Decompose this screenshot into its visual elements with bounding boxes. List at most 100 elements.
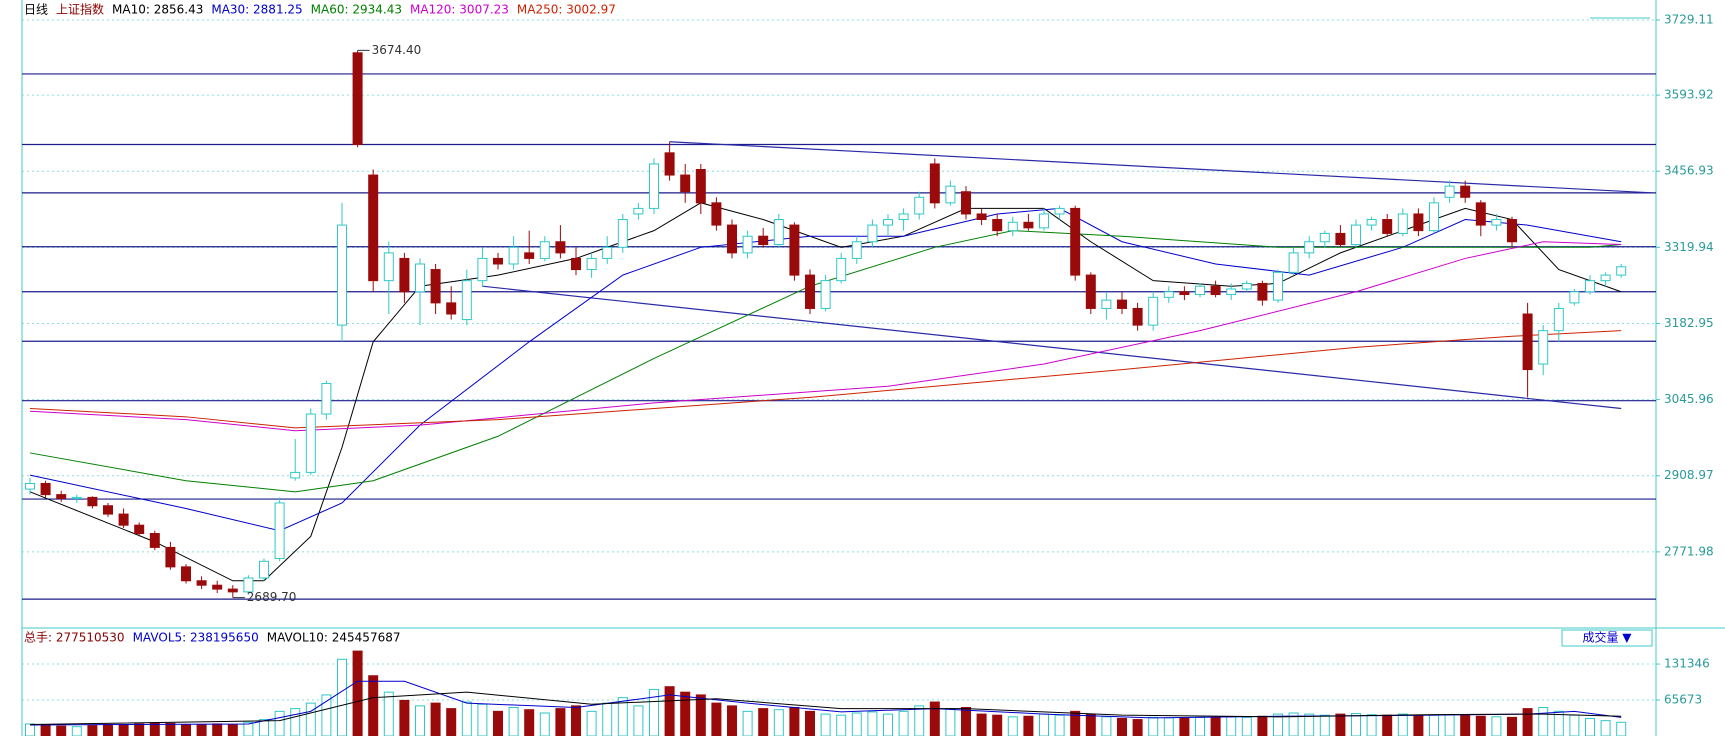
candle-body: [1257, 282, 1268, 301]
candle-body: [1351, 224, 1361, 246]
y-tick-label: 3182.95: [1664, 316, 1714, 330]
volume-bar: [898, 710, 909, 736]
volume-bar: [867, 711, 878, 736]
candle-body: [711, 202, 722, 226]
header-label: 上证指数: [56, 2, 104, 17]
candle-body: [493, 257, 503, 265]
candle-body: [898, 213, 909, 221]
candle-body: [1288, 252, 1299, 273]
candle-body: [680, 174, 691, 193]
candle-body: [633, 207, 644, 215]
volume-bar: [1039, 713, 1049, 736]
volume-bar: [1429, 714, 1439, 736]
candle-body: [71, 496, 82, 500]
candle-body: [742, 235, 753, 254]
extreme-label: 2689.70: [247, 590, 297, 604]
candle-body: [196, 580, 207, 586]
y-tick-label: 3729.11: [1664, 12, 1714, 26]
volume-bar: [259, 719, 269, 736]
header-label: MA250: 3002.97: [517, 3, 616, 17]
moving-average-line: [29, 330, 1622, 429]
volume-bar: [695, 694, 706, 736]
candle-body: [165, 546, 176, 568]
volume-bar: [805, 710, 815, 736]
volume-bar: [1054, 714, 1065, 736]
volume-bar: [929, 701, 940, 736]
candle-body: [1569, 291, 1580, 304]
volume-bar: [571, 705, 581, 736]
volume-bar: [1007, 716, 1018, 736]
volume-bar: [1117, 717, 1127, 736]
candle-body: [758, 235, 769, 246]
candle-body: [1553, 307, 1564, 332]
moving-average-line: [29, 230, 1622, 493]
volume-bar: [181, 723, 191, 736]
candle-body: [337, 224, 347, 326]
candle-body: [1226, 288, 1237, 296]
header-label: 总手: 277510530: [24, 631, 125, 645]
volume-bar: [1585, 717, 1595, 736]
volume-bar: [1382, 714, 1393, 736]
volume-bar: [1413, 715, 1424, 736]
y-tick-label: 65673: [1664, 693, 1702, 707]
candle-body: [305, 413, 316, 473]
candle-body: [695, 169, 706, 204]
volume-bar: [617, 697, 628, 736]
candle-body: [1413, 213, 1424, 232]
volume-bar: [773, 709, 784, 736]
volume-bar: [1288, 712, 1299, 736]
candle-body: [1429, 202, 1439, 232]
y-tick-label: 3319.94: [1664, 240, 1714, 254]
volume-bar: [1210, 717, 1221, 736]
volume-bar: [555, 708, 566, 736]
candle-body: [1179, 291, 1190, 296]
volume-bar: [134, 723, 145, 736]
candle-body: [992, 219, 1003, 232]
candle-body: [727, 224, 737, 254]
volume-bar: [1522, 708, 1533, 736]
candle-body: [664, 152, 675, 176]
volume-button-label[interactable]: 成交量 ▼: [1582, 630, 1632, 645]
candle-body: [961, 191, 971, 215]
candle-body: [461, 280, 472, 321]
candle-body: [1304, 241, 1315, 254]
volume-bar: [508, 707, 519, 736]
volume-bar: [789, 707, 800, 736]
volume-bar: [992, 714, 1003, 736]
candle-body: [118, 513, 129, 526]
candle-body: [649, 163, 659, 209]
volume-bar: [883, 713, 893, 736]
candle-body: [212, 584, 223, 590]
y-tick-label: 2771.98: [1664, 544, 1714, 558]
candle-body: [446, 302, 457, 315]
volume-bar: [103, 723, 113, 736]
volume-bar: [196, 724, 207, 736]
candle-body: [1616, 266, 1627, 276]
volume-bar: [71, 726, 82, 736]
candle-body: [1085, 274, 1096, 309]
candle-body: [976, 213, 987, 221]
candle-body: [1522, 313, 1533, 371]
volume-bar: [493, 710, 503, 736]
volume-bar: [415, 705, 425, 736]
candle-body: [524, 252, 535, 259]
candle-body: [134, 524, 145, 535]
candle-body: [914, 196, 925, 215]
volume-bar: [430, 702, 441, 736]
candle-body: [1101, 299, 1112, 309]
candle-body: [1241, 282, 1252, 290]
volume-bar: [368, 675, 379, 736]
volume-bar: [1351, 713, 1361, 736]
volume-bar: [1335, 713, 1346, 736]
header-label: MAVOL5: 238195650: [133, 631, 259, 645]
candle-body: [805, 274, 815, 309]
candle-body: [1117, 299, 1127, 309]
volume-bar: [1600, 720, 1611, 736]
volume-bar: [446, 708, 457, 736]
candle-body: [1585, 280, 1595, 293]
volume-bar: [399, 699, 410, 736]
volume-button[interactable]: 成交量 ▼: [1561, 629, 1653, 647]
candle-body: [586, 257, 597, 271]
